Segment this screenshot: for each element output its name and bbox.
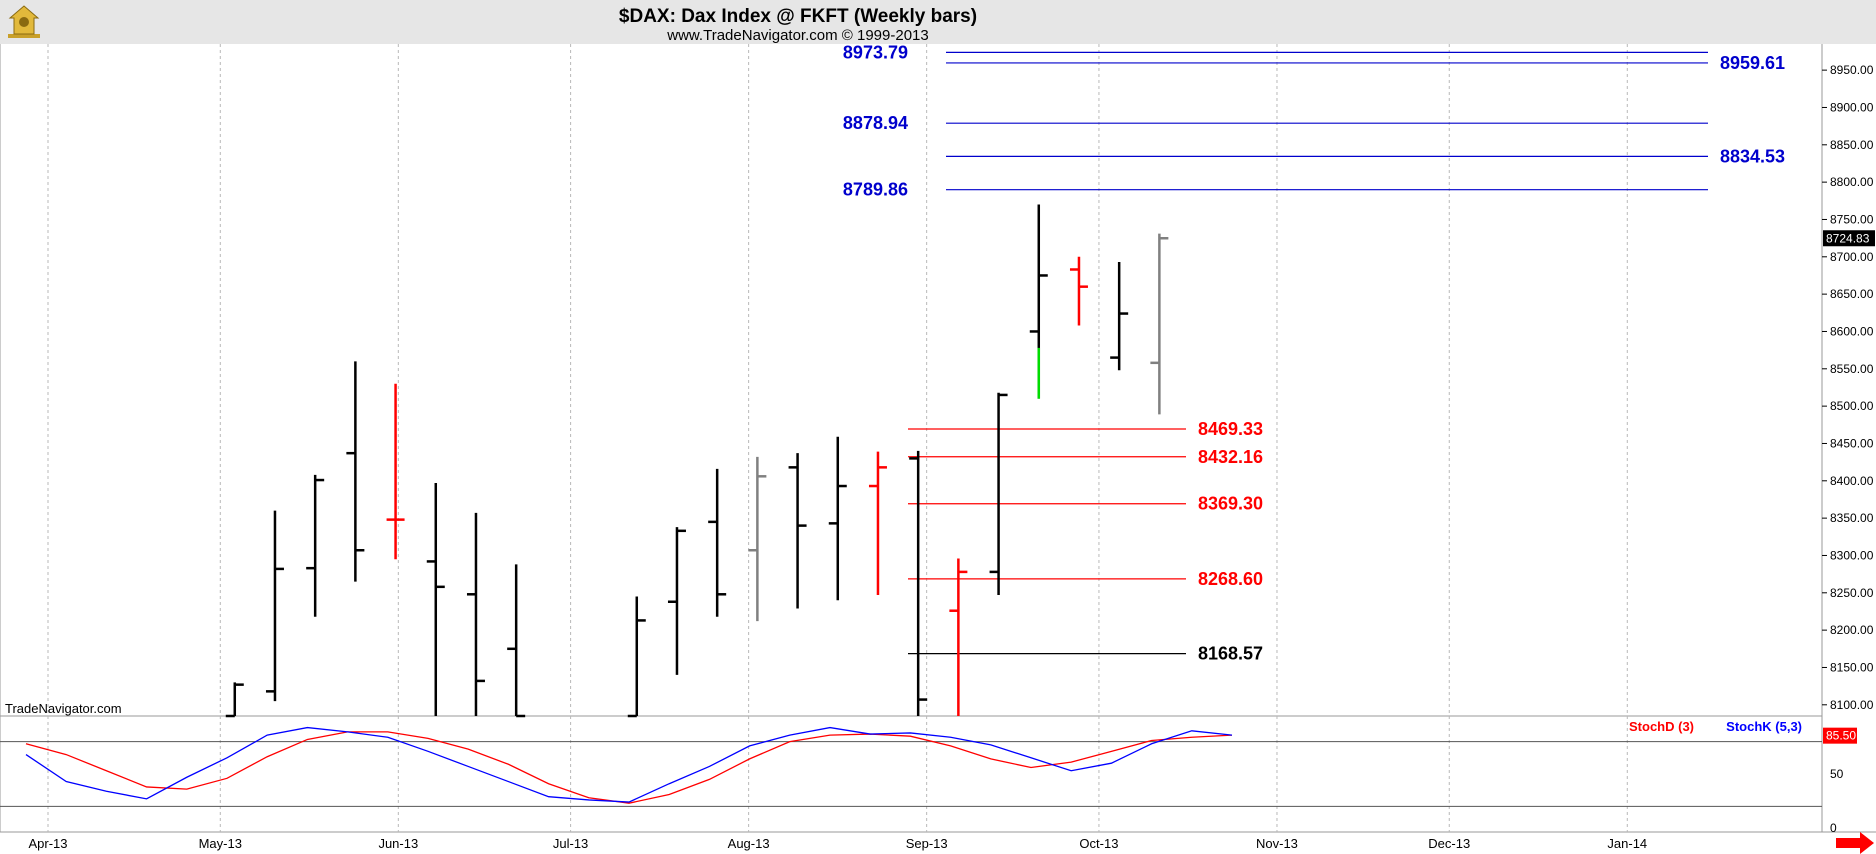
ohlc-bar: [828, 436, 847, 601]
level-label: 8268.60: [1198, 569, 1263, 589]
y-tick-label: 8300.00: [1830, 548, 1874, 562]
grid: [0, 44, 1876, 833]
y-tick-label: 8450.00: [1830, 436, 1874, 450]
y-tick-label: 8150.00: [1830, 660, 1874, 674]
x-tick-label: Sep-13: [906, 836, 948, 851]
y-tick-label: 8500.00: [1830, 399, 1874, 413]
y-tick-label: 8600.00: [1830, 324, 1874, 338]
x-tick-label: Jul-13: [553, 836, 588, 851]
ohlc-bar: [386, 383, 405, 560]
x-tick-label: Apr-13: [28, 836, 67, 851]
level-label: 8168.57: [1198, 644, 1263, 664]
price-bars: [225, 204, 1169, 718]
x-tick-label: Jun-13: [378, 836, 418, 851]
chart-subtitle: www.TradeNavigator.com © 1999-2013: [666, 27, 928, 44]
y-tick-label: 8100.00: [1830, 698, 1874, 712]
y-tick-label: 8650.00: [1830, 287, 1874, 301]
x-tick-label: Oct-13: [1079, 836, 1118, 851]
ohlc-bar: [507, 564, 526, 718]
ohlc-bar: [788, 453, 807, 609]
ohlc-bar: [346, 361, 365, 582]
y-tick-label: 8750.00: [1830, 212, 1874, 226]
stoch-series-line: [25, 731, 1233, 804]
level-label: 8959.61: [1720, 53, 1785, 73]
ohlc-bar: [225, 682, 244, 718]
y-tick-label: 8800.00: [1830, 175, 1874, 189]
ohlc-bar: [306, 474, 325, 617]
stoch-last-value-tag: [1823, 727, 1857, 744]
ohlc-bar: [466, 512, 485, 716]
ohlc-bar: [426, 483, 445, 716]
y-tick-label: 8550.00: [1830, 362, 1874, 376]
chart-title: $DAX: Dax Index @ FKFT (Weekly bars): [619, 6, 977, 27]
ohlc-bar: [748, 456, 767, 622]
x-tick-label: Aug-13: [728, 836, 770, 851]
y-tick-label: 8850.00: [1830, 138, 1874, 152]
ohlc-bar: [667, 527, 686, 675]
level-label: 8469.33: [1198, 419, 1263, 439]
ohlc-bar: [708, 468, 727, 617]
scroll-right-arrow-icon[interactable]: [1836, 832, 1874, 854]
x-tick-label: Nov-13: [1256, 836, 1298, 851]
y-tick-label: 8400.00: [1830, 474, 1874, 488]
support-resistance-levels: 8973.79 8959.61 8878.94 8834.53 8789.86 8469.…: [843, 42, 1785, 663]
ohlc-bar: [909, 450, 928, 716]
y-tick-label: 8700.00: [1830, 250, 1874, 264]
stoch-legend-k: StochK (5,3): [1726, 719, 1802, 734]
watermark-text: TradeNavigator.com: [5, 701, 122, 716]
y-tick-label: 8950.00: [1830, 63, 1874, 77]
y-tick-label: 8250.00: [1830, 586, 1874, 600]
level-label: 8432.16: [1198, 447, 1263, 467]
x-tick-label: Dec-13: [1428, 836, 1470, 851]
level-label: 8878.94: [843, 113, 908, 133]
ohlc-bar: [989, 392, 1008, 596]
app-logo: [8, 5, 40, 38]
level-label: 8369.30: [1198, 494, 1263, 514]
stoch-series-line: [25, 726, 1233, 803]
level-label: 8973.79: [843, 42, 908, 62]
x-tick-label: Jan-14: [1607, 836, 1647, 851]
ohlc-bar: [949, 558, 968, 716]
ohlc-bar: [1150, 233, 1169, 415]
x-tick-label: May-13: [199, 836, 242, 851]
y-tick-label: 8350.00: [1830, 511, 1874, 525]
level-label: 8834.53: [1720, 146, 1785, 166]
stoch-y-tick-label: 50: [1830, 767, 1844, 781]
ohlc-bar: [868, 451, 887, 596]
level-label: 8789.86: [843, 180, 908, 200]
y-tick-label: 8900.00: [1830, 100, 1874, 114]
ohlc-bar: [627, 596, 646, 718]
ohlc-bar: [265, 510, 284, 702]
stoch-last-value-label: 85.50: [1826, 729, 1856, 743]
y-tick-label: 8200.00: [1830, 623, 1874, 637]
axes: Apr-13 May-13 Jun-13 Jul-13 Aug-13 Sep-13 Oct-…: [28, 63, 1875, 851]
stoch-y-tick-label: 0: [1830, 821, 1837, 835]
last-price-tag: [1823, 230, 1875, 247]
ohlc-bar: [1069, 256, 1088, 326]
ohlc-bar: [1110, 262, 1129, 371]
stochastic-panel: 0 50 StochD (3) StochK (5,3) 85.50: [0, 719, 1857, 835]
stoch-legend-d: StochD (3): [1629, 719, 1694, 734]
last-price-label: 8724.83: [1826, 231, 1870, 245]
header-bar: [0, 0, 1876, 44]
